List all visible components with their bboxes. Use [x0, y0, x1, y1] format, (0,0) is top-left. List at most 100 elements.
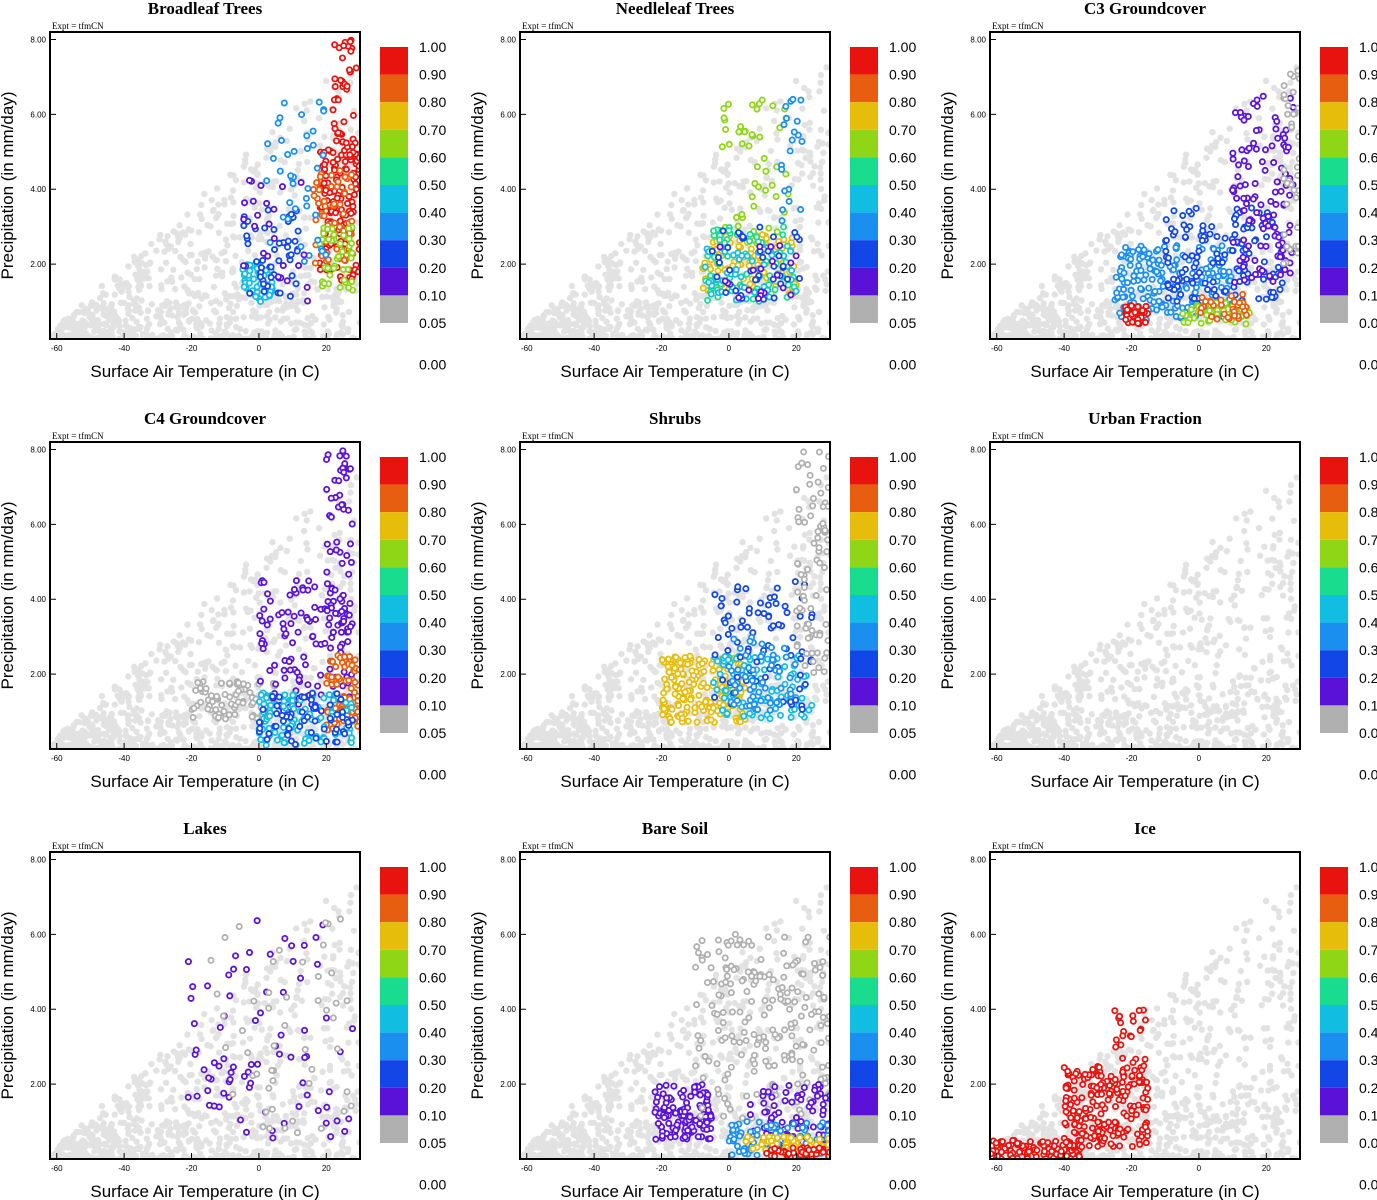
scatter-point-background [1270, 265, 1277, 272]
scatter-point-background [797, 216, 805, 223]
scatter-point-background [242, 327, 249, 335]
scatter-point [713, 273, 721, 281]
scatter-point-background [229, 597, 237, 604]
scatter-point-background [1116, 222, 1123, 229]
scatter-point [279, 262, 287, 270]
scatter-point [1283, 200, 1291, 208]
scatter-point-background [1196, 200, 1203, 207]
colorbar-swatch [380, 295, 408, 323]
scatter-point-background [809, 318, 817, 325]
scatter-point-background [168, 742, 176, 749]
scatter-point-background [595, 288, 602, 295]
colorbar-label: 0.00 [1359, 356, 1377, 372]
scatter-point-background [116, 285, 123, 292]
x-tick-label: -20 [1126, 344, 1138, 353]
scatter-point [737, 273, 745, 281]
scatter-point-background [638, 332, 646, 339]
scatter-point-background [213, 185, 221, 192]
scatter-point-background [820, 149, 827, 157]
scatter-point-background [196, 303, 203, 310]
scatter-point [1162, 216, 1170, 224]
scatter-point [274, 119, 282, 127]
experiment-label: Expt = tfmCN [52, 431, 104, 441]
scatter-point [297, 179, 305, 187]
scatter-point-background [1176, 234, 1184, 241]
scatter-point [756, 243, 764, 251]
scatter-point-background [632, 259, 640, 266]
scatter-point-background [229, 630, 237, 637]
scatter-point [347, 171, 355, 179]
scatter-point-background [1176, 325, 1184, 333]
scatter-point [704, 296, 712, 304]
scatter-point-background [122, 317, 129, 324]
scatter-point-background [1187, 197, 1194, 204]
scatter-point-background [1137, 330, 1144, 337]
scatter-point-background [248, 334, 256, 339]
scatter-point [721, 239, 729, 247]
scatter-point-background [1098, 285, 1105, 293]
colorbar-swatch [850, 102, 878, 130]
scatter-point-background [570, 305, 578, 312]
colorbar-swatch [380, 267, 408, 296]
scatter-point [303, 202, 311, 210]
scatter-point [1286, 191, 1294, 199]
scatter-point [1231, 278, 1239, 286]
scatter-point-background [331, 531, 339, 539]
scatter-point-background [122, 727, 129, 734]
scatter-point-background [197, 330, 204, 337]
scatter-point-background [326, 652, 334, 660]
scatter-point [720, 114, 728, 122]
scatter-point-background [102, 291, 110, 298]
scatter-point [275, 257, 283, 265]
scatter-point-background [1243, 130, 1250, 137]
scatter-point [1240, 206, 1248, 214]
x-tick-label: -60 [51, 344, 63, 353]
colorbar-label: 0.20 [889, 260, 916, 276]
scatter-point-background [1047, 326, 1055, 334]
scatter-point-background [801, 84, 808, 92]
scatter-point [1272, 200, 1280, 208]
scatter-point [769, 233, 777, 241]
scatter-point-background [229, 220, 237, 227]
scatter-point [734, 222, 742, 230]
scatter-point-background [1216, 222, 1223, 230]
scatter-point [1280, 231, 1288, 239]
colorbar-swatch [1320, 267, 1348, 296]
colorbar-label: 0.00 [419, 356, 446, 372]
scatter-point-background [344, 328, 352, 336]
scatter-point-background [1061, 329, 1069, 336]
scatter-point [1122, 244, 1130, 252]
scatter-point [1263, 233, 1271, 241]
scatter-point-background [186, 662, 193, 669]
scatter-point [276, 114, 284, 122]
scatter-point-background [581, 318, 588, 325]
y-tick-label: 8.00 [500, 35, 516, 44]
scatter-point-background [700, 172, 707, 179]
scatter-point [788, 266, 796, 274]
scatter-point-background [230, 609, 237, 616]
scatter-point-background [817, 126, 825, 134]
scatter-point-background [792, 218, 799, 225]
scatter-point [1123, 306, 1131, 314]
colorbar-swatch [850, 212, 878, 241]
scatter-point-background [156, 646, 163, 653]
scatter-point [331, 75, 339, 83]
scatter-point-background [710, 179, 717, 186]
scatter-point-background [581, 291, 588, 298]
scatter-point-background [1213, 177, 1220, 185]
scatter-point-background [70, 721, 78, 729]
scatter-point [1128, 318, 1136, 326]
scatter-point [259, 249, 267, 257]
scatter-point-background [1156, 315, 1164, 322]
scatter-point-background [123, 689, 130, 697]
scatter-point [1251, 237, 1259, 245]
scatter-point-background [747, 318, 754, 325]
scatter-point-background [623, 247, 630, 254]
scatter-point-background [641, 247, 649, 255]
scatter-point-background [1229, 334, 1236, 339]
scatter-point-background [1279, 312, 1286, 319]
scatter-point [1245, 242, 1253, 250]
scatter-point [738, 210, 746, 218]
scatter-point-background [1065, 263, 1072, 270]
scatter-point-background [145, 275, 152, 282]
